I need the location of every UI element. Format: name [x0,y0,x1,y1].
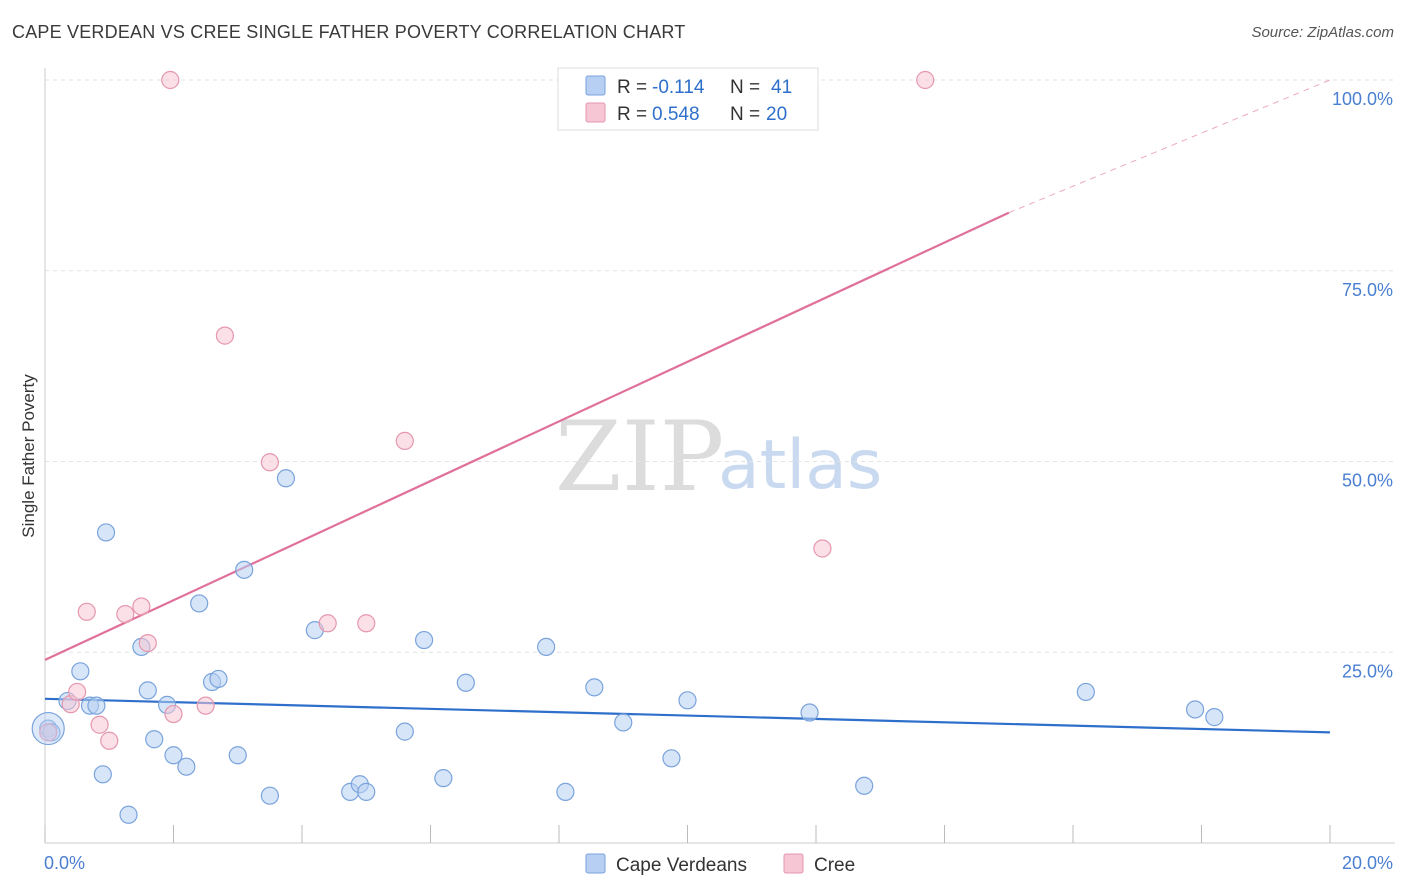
cree-point-14 [318,614,337,633]
legend-n-label-1: N = [730,77,760,98]
cape-verdean-point-39 [1185,700,1205,719]
cree-point-2 [68,682,87,702]
legend-n-value-2: 20 [766,104,787,125]
cree-trend-extension [1008,79,1331,214]
legend-r-label-2: R = [617,104,647,125]
cape-verdean-point-19 [235,560,254,579]
cape-verdean-point-8 [119,805,138,824]
cree-point-12 [215,326,234,345]
cree-point-17 [813,539,832,558]
tick-labels: 25.0% 50.0% 75.0% 100.0% 0.0% 20.0% [44,89,1393,873]
cape-verdean-point-32 [585,678,604,697]
cree-point-15 [357,614,376,633]
series-legend: Cape Verdeans Cree [585,853,855,876]
cape-verdean-point-26 [395,722,414,741]
cree-point-4 [90,715,109,734]
cape-verdean-point-10 [138,681,157,700]
cape-verdean-point-6 [93,765,112,784]
cape-verdean-point-3 [71,662,90,681]
cree-point-8 [138,633,157,653]
cree-point-10 [164,704,183,724]
y-tick-label-25: 25.0% [1342,661,1393,681]
cape-verdean-point-36 [800,703,819,722]
legend-r-value-2: 0.548 [652,104,700,125]
cape-verdean-point-13 [164,746,183,765]
legend-r-value-1: -0.114 [652,77,705,98]
legend-n-value-1: 41 [771,77,792,98]
legend-n-label-2: N = [730,104,760,125]
cape-verdean-point-38 [1076,682,1095,702]
x-tick-label-max: 20.0% [1342,853,1393,873]
watermark-zip: ZIP [555,401,724,513]
cape-verdean-point-28 [434,769,453,788]
source-credit: Source: ZipAtlas.com [1251,24,1394,41]
cree-point-5 [100,731,119,750]
cape-verdean-point-34 [662,749,681,768]
cree-trend-line [44,211,1010,661]
y-tick-label-100: 100.0% [1332,89,1393,109]
y-tick-label-75: 75.0% [1342,280,1393,300]
y-tick-label-50: 50.0% [1342,471,1393,491]
cree-point-16 [395,431,414,450]
cree-point-9 [161,70,180,90]
watermark: ZIP atlas [555,401,882,513]
cree-point-0 [39,723,58,742]
cree-point-7 [132,597,151,616]
legend-swatch-blue [585,75,606,96]
cape-verdean-point-21 [276,469,296,488]
legend-swatch-pink [585,102,606,123]
cape-verdean-point-7 [96,523,116,542]
bottom-legend-cree: Cree [814,855,855,876]
cape-verdean-point-30 [537,637,556,657]
chart-title: CAPE VERDEAN VS CREE SINGLE FATHER POVER… [12,22,686,42]
cree-point-18 [916,70,935,90]
cape-verdean-point-14 [177,757,196,776]
cape-verdean-point-35 [678,691,697,710]
cape-verdean-point-29 [456,673,475,692]
trend-lines [44,79,1331,734]
cape-verdean-point-27 [414,630,434,650]
cape-verdean-point-33 [614,713,633,732]
watermark-atlas: atlas [718,426,882,505]
cape-verdean-point-15 [190,594,209,613]
cape-verdean-point-5 [87,696,106,715]
cape-verdean-point-20 [260,786,279,805]
data-points [31,70,1224,824]
cape-verdean-point-cluster [31,711,65,746]
cree-point-11 [196,696,215,715]
cree-point-3 [77,602,96,621]
cape-verdean-point-40 [1205,708,1224,727]
cape-verdean-point-31 [556,782,575,801]
cape-verdean-point-37 [855,776,874,795]
cape-verdean-point-18 [228,746,247,765]
x-tick-label-min: 0.0% [44,853,85,873]
cape-verdean-trend-line [44,697,1331,734]
bottom-legend-cape-verdeans: Cape Verdeans [616,855,747,876]
cape-verdean-point-17 [209,669,228,689]
cape-verdean-point-25 [357,782,376,801]
axes [44,68,1395,844]
bottom-legend-swatch-blue [585,853,606,874]
cree-point-6 [116,604,135,624]
cape-verdean-point-11 [145,730,164,749]
bottom-legend-swatch-pink [783,853,804,874]
correlation-legend: R = -0.114 N = 41 R = 0.548 N = 20 [557,67,819,131]
cree-point-13 [260,453,279,472]
y-axis-title: Single Father Poverty [19,374,38,538]
legend-r-label-1: R = [617,77,647,98]
